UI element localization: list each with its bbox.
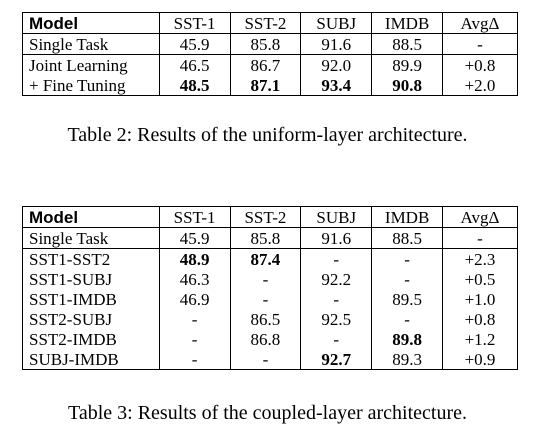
value-cell: - — [158, 309, 231, 329]
value-cell: 91.6 — [300, 227, 373, 249]
value-cell: +0.9 — [442, 349, 518, 370]
header-subj: SUBJ — [300, 206, 373, 228]
value-cell: - — [300, 289, 373, 309]
header-sst1: SST-1 — [158, 206, 231, 228]
value-cell: 88.5 — [371, 227, 444, 249]
header-imdb: IMDB — [371, 206, 444, 228]
table-row: SST2-SUBJ - 86.5 92.5 - +0.8 — [22, 309, 518, 329]
value-cell-best: 90.8 — [371, 75, 444, 96]
value-cell: - — [371, 269, 444, 289]
model-cell: Single Task — [22, 227, 160, 249]
table-header-row: Model SST-1 SST-2 SUBJ IMDB AvgΔ — [22, 206, 518, 228]
value-cell: +0.5 — [442, 269, 518, 289]
header-sst1: SST-1 — [158, 12, 231, 34]
header-avg-delta: AvgΔ — [442, 206, 518, 228]
value-cell: - — [300, 329, 373, 349]
header-sst2: SST-2 — [229, 206, 302, 228]
value-cell: +1.0 — [442, 289, 518, 309]
value-cell: - — [229, 349, 302, 370]
value-cell: +1.2 — [442, 329, 518, 349]
header-avg-delta: AvgΔ — [442, 12, 518, 34]
table-row: SST2-IMDB - 86.8 - 89.8 +1.2 — [22, 329, 518, 349]
value-cell: - — [158, 329, 231, 349]
value-cell: 85.8 — [229, 227, 302, 249]
value-cell: 46.3 — [158, 269, 231, 289]
value-cell-best: 93.4 — [300, 75, 373, 96]
value-cell: - — [442, 33, 518, 55]
value-cell: +2.3 — [442, 248, 518, 269]
value-cell: 45.9 — [158, 33, 231, 55]
model-cell: Joint Learning — [22, 54, 160, 75]
header-subj: SUBJ — [300, 12, 373, 34]
model-cell: SST1-SUBJ — [22, 269, 160, 289]
value-cell: 92.5 — [300, 309, 373, 329]
value-cell: - — [229, 269, 302, 289]
value-cell-best: 48.5 — [158, 75, 231, 96]
table-row: SUBJ-IMDB - - 92.7 89.3 +0.9 — [22, 349, 518, 370]
value-cell: +2.0 — [442, 75, 518, 96]
value-cell-best: 87.1 — [229, 75, 302, 96]
value-cell: +0.8 — [442, 309, 518, 329]
table-row: SST1-SUBJ 46.3 - 92.2 - +0.5 — [22, 269, 518, 289]
table-row: Joint Learning 46.5 86.7 92.0 89.9 +0.8 — [22, 54, 518, 75]
value-cell-best: 92.7 — [300, 349, 373, 370]
value-cell-best: 48.9 — [158, 248, 231, 269]
value-cell: - — [442, 227, 518, 249]
value-cell: 86.7 — [229, 54, 302, 75]
table-2: Model SST-1 SST-2 SUBJ IMDB AvgΔ Single … — [22, 12, 518, 96]
model-cell: SST2-SUBJ — [22, 309, 160, 329]
value-cell: 92.2 — [300, 269, 373, 289]
value-cell: +0.8 — [442, 54, 518, 75]
table-row: Single Task 45.9 85.8 91.6 88.5 - — [22, 33, 518, 55]
value-cell-best: 89.8 — [371, 329, 444, 349]
model-cell: SUBJ-IMDB — [22, 349, 160, 370]
header-model: Model — [22, 12, 160, 34]
model-cell: SST1-IMDB — [22, 289, 160, 309]
model-cell: Single Task — [22, 33, 160, 55]
model-cell: SST1-SST2 — [22, 248, 160, 269]
table-row: + Fine Tuning 48.5 87.1 93.4 90.8 +2.0 — [22, 75, 518, 96]
table-row: SST1-IMDB 46.9 - - 89.5 +1.0 — [22, 289, 518, 309]
header-sst2: SST-2 — [229, 12, 302, 34]
value-cell: 89.3 — [371, 349, 444, 370]
value-cell: - — [229, 289, 302, 309]
model-cell: + Fine Tuning — [22, 75, 160, 96]
value-cell: - — [158, 349, 231, 370]
value-cell: 46.5 — [158, 54, 231, 75]
table-3: Model SST-1 SST-2 SUBJ IMDB AvgΔ Single … — [22, 206, 518, 370]
table-3-caption: Table 3: Results of the coupled-layer ar… — [68, 402, 467, 424]
value-cell: 85.8 — [229, 33, 302, 55]
value-cell: 89.5 — [371, 289, 444, 309]
value-cell: 89.9 — [371, 54, 444, 75]
table-header-row: Model SST-1 SST-2 SUBJ IMDB AvgΔ — [22, 12, 518, 34]
value-cell: 92.0 — [300, 54, 373, 75]
table-2-caption: Table 2: Results of the uniform-layer ar… — [67, 124, 468, 146]
model-cell: SST2-IMDB — [22, 329, 160, 349]
value-cell-best: 87.4 — [229, 248, 302, 269]
value-cell: 45.9 — [158, 227, 231, 249]
value-cell: - — [371, 309, 444, 329]
header-model: Model — [22, 206, 160, 228]
value-cell: 46.9 — [158, 289, 231, 309]
header-imdb: IMDB — [371, 12, 444, 34]
value-cell: 86.8 — [229, 329, 302, 349]
value-cell: - — [300, 248, 373, 269]
table-row: Single Task 45.9 85.8 91.6 88.5 - — [22, 227, 518, 249]
value-cell: 88.5 — [371, 33, 444, 55]
value-cell: 86.5 — [229, 309, 302, 329]
table-row: SST1-SST2 48.9 87.4 - - +2.3 — [22, 248, 518, 269]
value-cell: - — [371, 248, 444, 269]
value-cell: 91.6 — [300, 33, 373, 55]
